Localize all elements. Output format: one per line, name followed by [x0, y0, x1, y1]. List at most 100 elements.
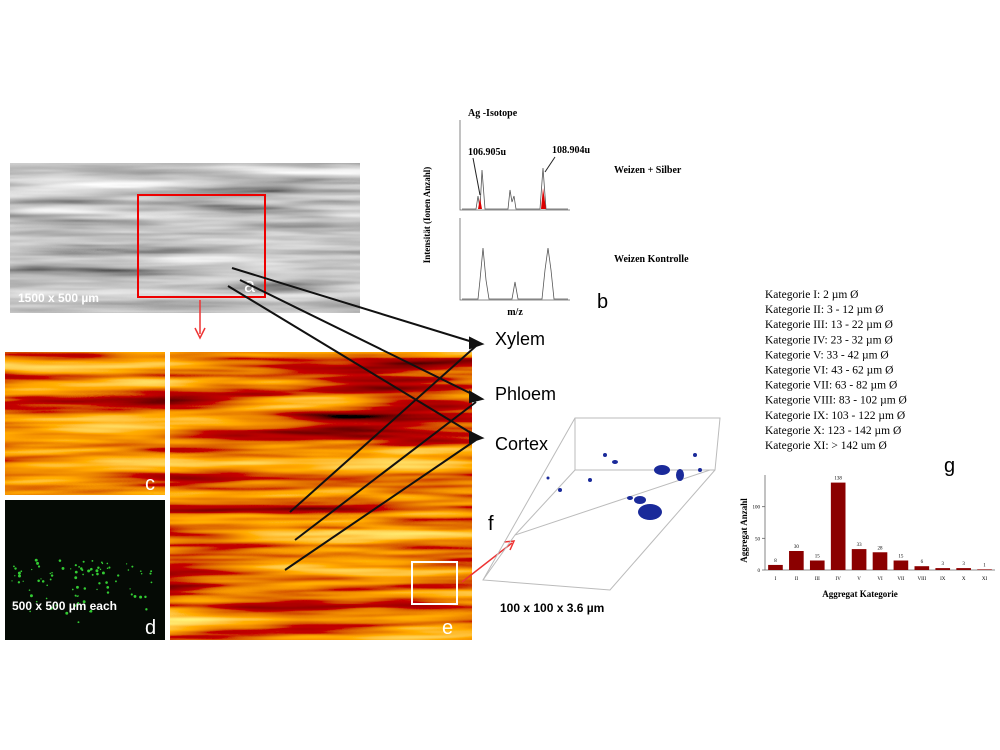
bar-chart: 050100I8II30III15IV138V33VI28VII15VIII6I…: [739, 475, 995, 599]
data-label: 1: [983, 563, 986, 568]
particle: [130, 593, 133, 596]
particle: [14, 567, 17, 570]
particle: [131, 565, 134, 568]
particle: [74, 594, 77, 597]
particle: [117, 574, 120, 577]
legend-entry: Kategorie IV: 23 - 32 µm Ø: [765, 334, 893, 346]
particle: [126, 563, 128, 565]
particle: [139, 570, 142, 572]
x-axis-label: Aggregat Kategorie: [822, 589, 898, 599]
panel-letter: e: [442, 617, 453, 639]
legend-entry: Kategorie VI: 43 - 62 µm Ø: [765, 365, 893, 377]
bar: [935, 568, 951, 570]
particle: [105, 581, 108, 584]
particle: [77, 602, 80, 605]
particle: [17, 571, 21, 575]
x-tick-label: XI: [982, 577, 988, 582]
panel-letter: d: [145, 617, 156, 639]
bar: [872, 552, 888, 570]
particle: [100, 561, 103, 564]
particle: [74, 576, 78, 580]
particle: [150, 581, 153, 584]
particle: [45, 597, 48, 600]
arrow-head: [469, 336, 485, 350]
particle: [37, 579, 40, 583]
particle: [91, 559, 94, 562]
particle: [77, 621, 80, 624]
legend-entry: Kategorie VII: 63 - 82 µm Ø: [765, 380, 897, 392]
particle: [91, 573, 94, 576]
particle: [40, 578, 42, 580]
particle: [11, 580, 13, 582]
particle: [83, 587, 87, 590]
x-tick-label: IV: [836, 577, 842, 582]
x-tick-label: II: [795, 577, 799, 582]
particle: [18, 574, 21, 578]
particle: [106, 591, 110, 594]
particle: [73, 604, 77, 608]
particle: [98, 582, 101, 585]
particle: [95, 569, 99, 573]
spectrum-line: [462, 247, 568, 300]
particle: [82, 573, 84, 576]
particle: [74, 564, 77, 567]
particle: [133, 595, 137, 598]
data-label: 15: [898, 555, 904, 560]
axis: [459, 120, 570, 211]
particle: [150, 570, 153, 573]
particle: [35, 600, 38, 603]
particle: [76, 595, 78, 598]
x-tick-label: V: [857, 577, 861, 582]
particle: [34, 558, 38, 562]
arrow: [227, 285, 477, 437]
particle: [97, 566, 100, 569]
panel-letter: f: [488, 513, 494, 535]
data-label: 30: [794, 545, 800, 550]
particle: [106, 567, 109, 570]
particle: [76, 585, 79, 589]
particle: [82, 600, 86, 604]
data-label: 6: [921, 560, 924, 565]
panel-letter: b: [597, 291, 608, 313]
panel-c: c: [5, 352, 165, 495]
x-tick-label: X: [962, 577, 966, 582]
particle: [140, 573, 143, 575]
particle: [101, 571, 105, 575]
scale-label: 500 x 500 µm each: [12, 599, 117, 613]
legend-entry: Kategorie II: 3 - 12 µm Ø: [765, 304, 883, 316]
particle: [49, 578, 52, 581]
x-tick-label: VII: [897, 577, 904, 582]
tissue-label: Cortex: [495, 434, 548, 454]
x-tick-label: I: [775, 577, 777, 582]
micrograph: [10, 163, 360, 313]
bar: [914, 566, 930, 570]
micrograph: [5, 352, 165, 495]
bar: [809, 560, 825, 570]
data-label: 8: [774, 559, 777, 564]
scale-label: 1500 x 500 µm: [18, 291, 99, 305]
particle: [58, 559, 62, 562]
particle: [82, 560, 85, 563]
data-label: 15: [815, 555, 821, 560]
arrow: [231, 267, 477, 344]
particle: [41, 580, 45, 583]
y-tick-label: 50: [755, 537, 761, 542]
particle: [17, 581, 21, 584]
particle: [29, 610, 31, 613]
y-tick-label: 100: [753, 506, 761, 511]
particle: [149, 572, 152, 575]
particle: [65, 611, 69, 615]
particle: [49, 606, 53, 610]
y-tick-label: 0: [758, 569, 761, 574]
panel-f: f 100 x 100 x 3.6 µm: [482, 417, 721, 615]
roi-box: [411, 561, 458, 605]
data-label: 3: [962, 562, 965, 567]
panel-a: 1500 x 500 µm a: [10, 163, 360, 340]
arrow-head: [469, 430, 485, 444]
particle: [78, 566, 80, 568]
x-tick-label: III: [815, 577, 820, 582]
data-label: 138: [834, 477, 842, 482]
bar: [789, 551, 804, 570]
particle: [129, 588, 131, 590]
legend-entry: Kategorie I: 2 µm Ø: [765, 289, 859, 301]
